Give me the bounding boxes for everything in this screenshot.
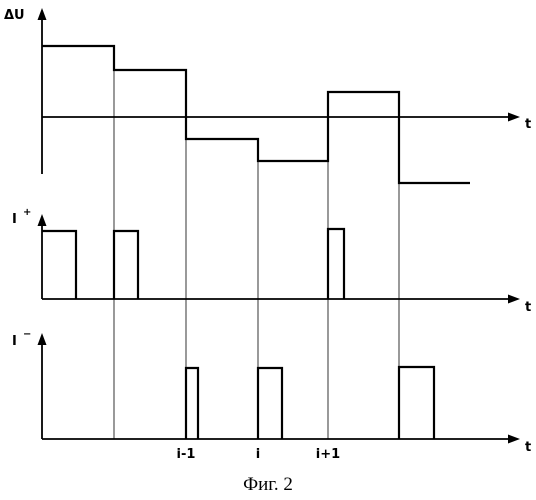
y-axis-label: I (12, 212, 17, 227)
i-minus-pulse-1 (186, 368, 198, 439)
x-axis-label: t (525, 440, 531, 455)
i-plus-pulse-2 (114, 231, 138, 299)
x-axis-arrow (508, 435, 520, 444)
figure-caption: Фиг. 2 (243, 474, 293, 495)
panel-delta-u: ΔU t (4, 8, 531, 183)
panel-i-plus: I + t (12, 207, 531, 315)
y-axis-arrow (38, 8, 47, 20)
vertical-guides (114, 46, 399, 439)
y-axis-label: ΔU (4, 8, 25, 23)
y-axis-arrow (38, 214, 47, 226)
x-tick-labels: i-1 i i+1 (177, 447, 341, 462)
y-axis-arrow (38, 333, 47, 345)
x-axis-arrow (508, 113, 520, 122)
x-axis-label: t (525, 117, 531, 132)
i-plus-pulse-3 (328, 229, 344, 299)
x-axis-arrow (508, 295, 520, 304)
panel-i-minus: I − t (12, 329, 531, 455)
x-tick-label: i+1 (316, 447, 340, 462)
x-axis-label: t (525, 300, 531, 315)
i-minus-pulse-3 (399, 367, 434, 439)
delta-u-step-curve (42, 46, 470, 183)
y-axis-label: I (12, 334, 17, 349)
y-axis-label-superscript: − (23, 329, 31, 340)
y-axis-label-superscript: + (23, 207, 31, 218)
i-plus-pulse-1 (42, 231, 76, 299)
x-tick-label: i-1 (177, 447, 196, 462)
x-tick-label: i (256, 447, 260, 462)
i-minus-pulse-2 (258, 368, 282, 439)
